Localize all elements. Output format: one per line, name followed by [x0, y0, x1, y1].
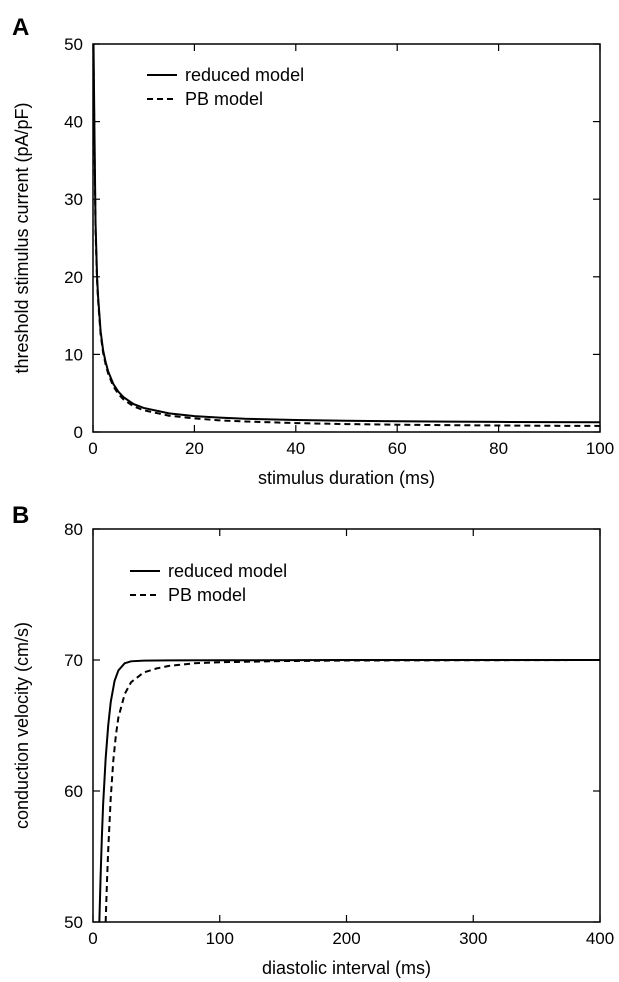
chart-b-x-axis-label: diastolic interval (ms) — [262, 958, 431, 978]
chart-b-legend-label: PB model — [168, 585, 246, 605]
chart-a-x-tick-label: 0 — [88, 439, 97, 458]
chart-b-series-reduced-model — [98, 659, 600, 922]
panel-b-label: B — [12, 502, 30, 529]
chart-a-legend-label: PB model — [185, 89, 263, 109]
chart-b-y-tick-label: 50 — [64, 913, 83, 932]
chart-b-x-tick-label: 200 — [332, 929, 360, 948]
chart-a-threshold-current: 0 20 40 60 80 100 0 10 20 30 40 50 stimulus duration… — [12, 35, 614, 488]
chart-a-y-tick-label: 0 — [74, 423, 83, 442]
chart-a-y-tick-label: 40 — [64, 113, 83, 132]
chart-b-y-tick-label: 80 — [64, 520, 83, 539]
chart-b-legend-label: reduced model — [168, 561, 287, 581]
chart-a-x-tick-label: 20 — [185, 439, 204, 458]
chart-a-series-pb-model — [93, 59, 600, 427]
chart-a-y-axis-label: threshold stimulus current (pA/pF) — [12, 102, 32, 373]
chart-b-series-pb-model — [104, 659, 600, 922]
chart-a-y-tick-label: 20 — [64, 268, 83, 287]
chart-a-x-tick-label: 80 — [489, 439, 508, 458]
chart-a-legend-label: reduced model — [185, 65, 304, 85]
chart-b-x-tick-label: 100 — [206, 929, 234, 948]
chart-b-x-tick-label: 300 — [459, 929, 487, 948]
chart-a-series-reduced-model — [93, 44, 600, 424]
chart-b-x-tick-label: 400 — [586, 929, 614, 948]
chart-a-y-tick-label: 30 — [64, 190, 83, 209]
chart-b-y-axis-label: conduction velocity (cm/s) — [12, 622, 32, 829]
chart-a-y-tick-label: 10 — [64, 345, 83, 364]
panel-a-label: A — [12, 14, 30, 41]
chart-a-plot-frame — [92, 43, 601, 433]
chart-a-x-axis-label: stimulus duration (ms) — [258, 468, 435, 488]
chart-a-x-tick-label: 100 — [586, 439, 614, 458]
chart-b-conduction-velocity: 0 100 200 300 400 50 60 70 80 diastolic interval … — [12, 520, 614, 978]
chart-b-y-tick-label: 60 — [64, 782, 83, 801]
chart-a-y-tick-label: 50 — [64, 35, 83, 54]
chart-b-y-tick-label: 70 — [64, 651, 83, 670]
chart-a-x-tick-label: 60 — [388, 439, 407, 458]
chart-a-x-tick-label: 40 — [286, 439, 305, 458]
chart-b-x-tick-label: 0 — [88, 929, 97, 948]
